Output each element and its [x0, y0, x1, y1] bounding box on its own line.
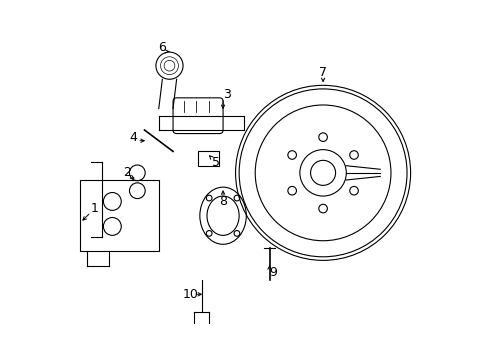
Text: 10: 10 — [183, 288, 199, 301]
Text: 9: 9 — [268, 266, 276, 279]
Text: 6: 6 — [158, 41, 166, 54]
Text: 2: 2 — [122, 166, 130, 179]
Text: 3: 3 — [222, 88, 230, 101]
Bar — [80, 180, 159, 251]
Text: 1: 1 — [90, 202, 98, 215]
Text: 8: 8 — [219, 195, 226, 208]
Bar — [198, 152, 219, 166]
Text: 5: 5 — [211, 156, 220, 168]
Text: 7: 7 — [319, 66, 326, 79]
Text: 4: 4 — [129, 131, 138, 144]
